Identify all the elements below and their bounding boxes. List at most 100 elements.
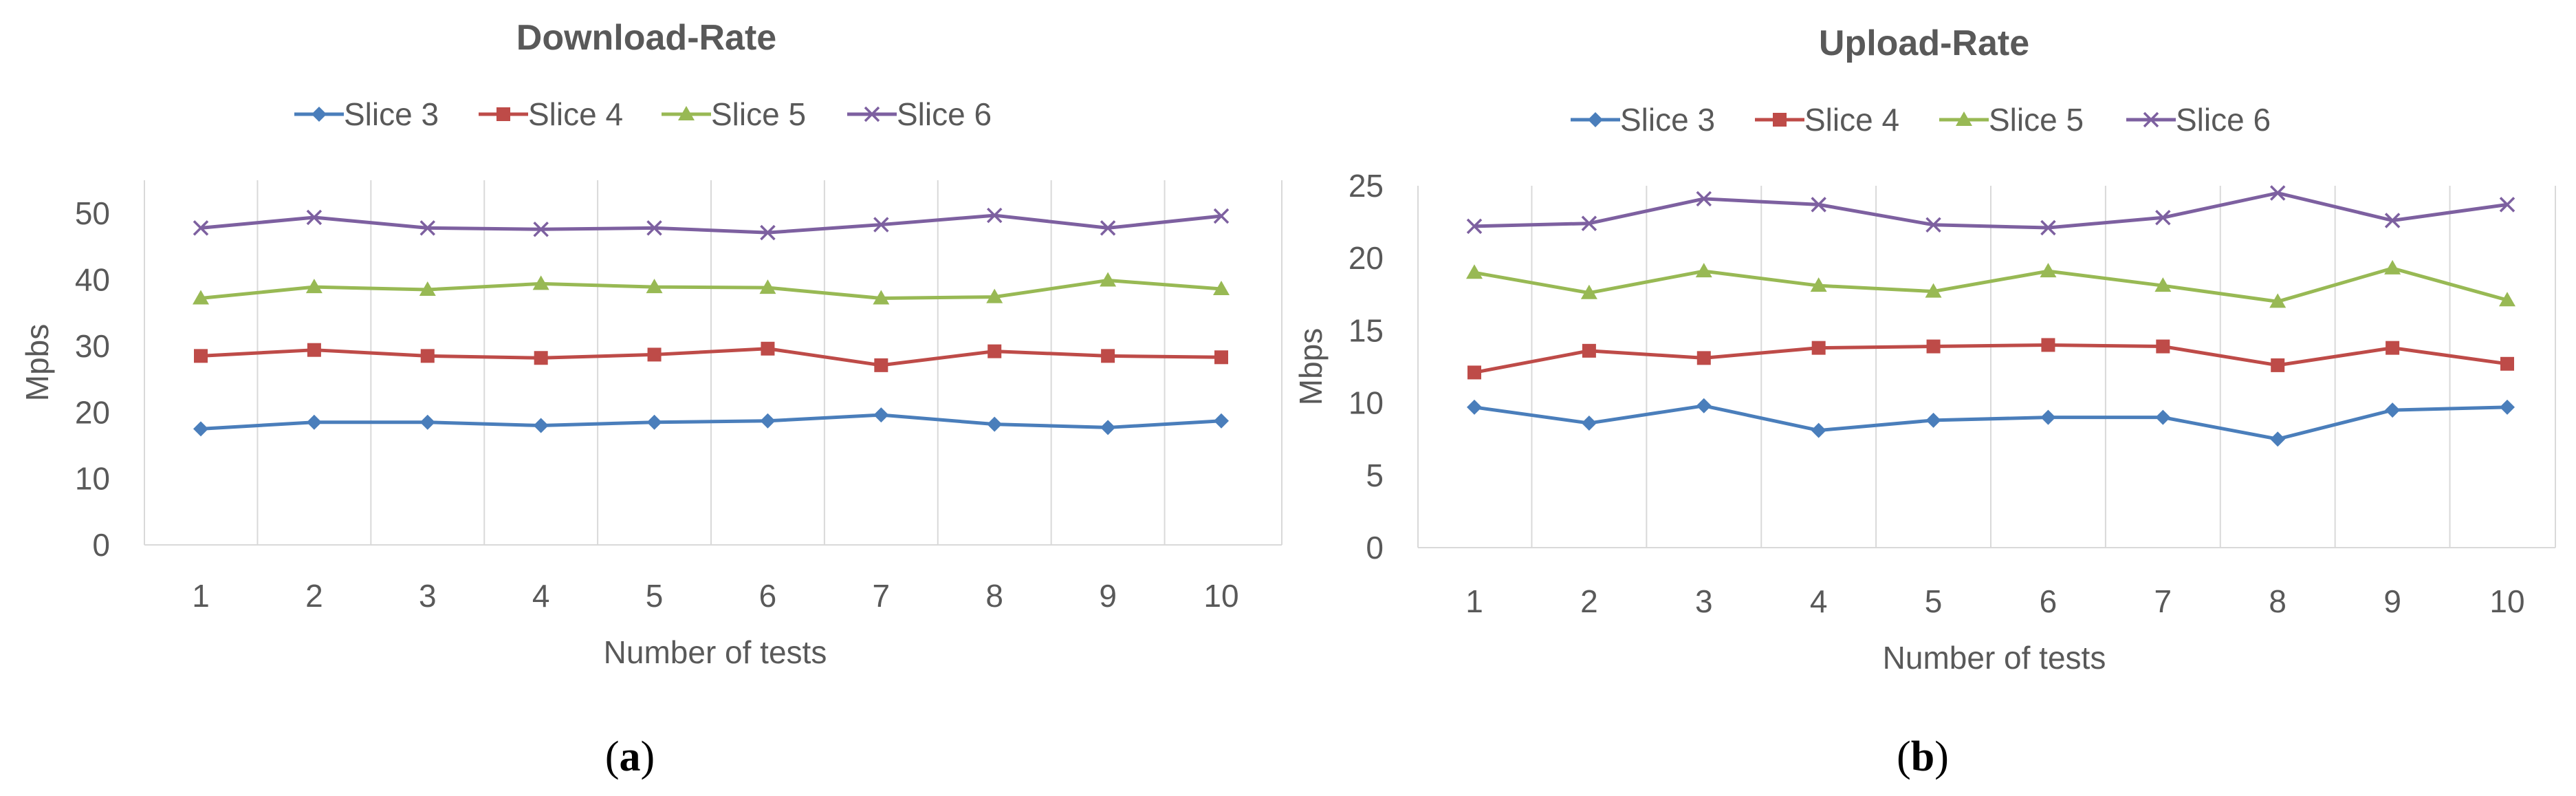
- x-tick-label: 9: [1099, 578, 1117, 614]
- y-axis-label: Mbps: [1293, 328, 1329, 405]
- y-axis: 0 5 10 15 20 25: [1349, 168, 1384, 566]
- x-tick-label: 8: [2269, 583, 2286, 619]
- chart-title: Upload-Rate: [1819, 23, 2029, 63]
- y-tick-label: 40: [75, 262, 110, 298]
- legend-item: Slice 3: [294, 96, 439, 132]
- series-line: [200, 413, 1222, 431]
- data-point: [646, 220, 662, 236]
- data-point: [419, 220, 436, 236]
- data-point: [2499, 292, 2515, 307]
- data-point: [2384, 259, 2401, 275]
- data-point: [419, 281, 436, 296]
- data-point: [1100, 220, 1116, 236]
- data-point: [1925, 283, 1942, 298]
- y-tick-label: 25: [1349, 168, 1384, 204]
- data-point: [2040, 409, 2056, 425]
- data-point: [305, 279, 323, 294]
- legend: Slice 3 Slice 4 Slice 5 Slice 6: [294, 96, 992, 132]
- x-axis: 1 2 3 4 5 6 7 8 9 10: [1465, 583, 2524, 619]
- legend-marker: [312, 107, 327, 122]
- data-point: [874, 358, 888, 372]
- data-point: [2154, 277, 2172, 292]
- caption-open: (: [605, 733, 620, 780]
- data-point: [306, 209, 323, 226]
- x-tick-label: 3: [419, 578, 437, 614]
- x-tick-label: 7: [873, 578, 891, 614]
- data-point: [1214, 350, 1228, 365]
- legend-label: Slice 4: [528, 96, 623, 132]
- data-point: [1467, 399, 1482, 415]
- x-tick-label: 10: [2489, 583, 2524, 619]
- data-point: [193, 421, 208, 437]
- data-point: [1695, 263, 1712, 278]
- legend-item: Slice 5: [662, 96, 806, 132]
- data-point: [420, 349, 435, 363]
- legend-label: Slice 6: [897, 96, 992, 132]
- x-tick-label: 5: [1925, 583, 1943, 619]
- x-tick-label: 1: [1465, 583, 1483, 619]
- data-point: [1811, 341, 1826, 355]
- data-point: [1926, 339, 1941, 354]
- legend-marker: [2143, 111, 2159, 128]
- data-point: [646, 279, 663, 294]
- x-axis-label: Number of tests: [604, 634, 827, 670]
- y-tick-label: 0: [92, 527, 110, 563]
- upload-rate-chart: Upload-Rate Slice 3 Slice 4 Slice 5 Slice 6…: [1293, 23, 2556, 780]
- series-slice-4: [1467, 338, 2514, 380]
- data-point: [760, 413, 776, 429]
- data-point: [2156, 339, 2170, 354]
- legend-item: Slice 3: [1571, 102, 1715, 138]
- x-tick-label: 3: [1695, 583, 1713, 619]
- x-tick-label: 4: [1810, 583, 1828, 619]
- x-tick-label: 6: [759, 578, 777, 614]
- data-point: [2271, 358, 2285, 372]
- data-point: [1581, 215, 1597, 231]
- data-point: [759, 279, 776, 294]
- legend-marker: [864, 106, 880, 122]
- data-point: [1580, 284, 1597, 299]
- panel-caption-b: (b): [1897, 733, 1949, 780]
- data-point: [307, 343, 321, 357]
- caption-letter: a: [620, 733, 641, 780]
- data-point: [1213, 208, 1230, 224]
- data-point: [986, 207, 1003, 224]
- legend-marker: [1956, 111, 1972, 126]
- x-axis: 1 2 3 4 5 6 7 8 9 10: [192, 578, 1238, 614]
- x-tick-label: 5: [646, 578, 664, 614]
- y-tick-label: 0: [1366, 530, 1384, 566]
- data-point: [1811, 197, 1826, 213]
- data-point: [1100, 272, 1117, 287]
- caption-open: (: [1897, 733, 1911, 780]
- data-point: [419, 414, 435, 430]
- data-point: [1582, 343, 1596, 358]
- legend-label: Slice 5: [1989, 102, 2084, 138]
- data-point: [2270, 431, 2286, 447]
- series-line: [1474, 343, 2508, 374]
- data-point: [1100, 420, 1116, 435]
- x-tick-label: 2: [1580, 583, 1598, 619]
- series-lines: [193, 207, 1230, 437]
- gridlines: [144, 180, 1282, 546]
- y-axis-label: Mpbs: [19, 324, 55, 401]
- legend-marker: [496, 107, 510, 121]
- series-line: [1474, 266, 2508, 303]
- data-point: [2155, 409, 2171, 425]
- x-axis-label: Number of tests: [1883, 640, 2106, 676]
- legend-item: Slice 6: [2126, 102, 2271, 138]
- series-line: [200, 347, 1222, 367]
- data-point: [533, 222, 549, 237]
- data-point: [1466, 218, 1483, 235]
- x-tick-label: 10: [1203, 578, 1238, 614]
- legend-item: Slice 6: [847, 96, 992, 132]
- data-point: [533, 418, 549, 433]
- series-slice-3: [1467, 398, 2515, 447]
- data-point: [1467, 365, 1481, 380]
- series-slice-4: [194, 341, 1228, 372]
- series-slice-6: [1466, 185, 2515, 236]
- data-point: [2386, 341, 2400, 355]
- data-point: [1925, 412, 1941, 428]
- y-tick-label: 30: [75, 328, 110, 364]
- data-point: [987, 416, 1003, 432]
- series-slice-6: [193, 207, 1230, 241]
